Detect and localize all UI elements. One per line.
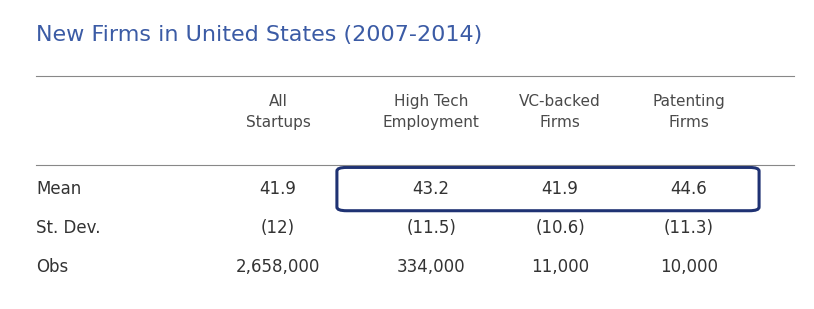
Text: Firms: Firms — [540, 116, 580, 130]
Text: Employment: Employment — [383, 116, 479, 130]
Text: Startups: Startups — [246, 116, 310, 130]
Text: Patenting: Patenting — [653, 94, 725, 109]
Text: High Tech: High Tech — [394, 94, 468, 109]
Text: 44.6: 44.6 — [671, 180, 707, 198]
Text: 10,000: 10,000 — [660, 258, 718, 276]
Text: Mean: Mean — [37, 180, 81, 198]
Text: 41.9: 41.9 — [260, 180, 296, 198]
Text: (10.6): (10.6) — [535, 219, 585, 237]
Text: (12): (12) — [261, 219, 295, 237]
Text: 11,000: 11,000 — [531, 258, 589, 276]
Text: St. Dev.: St. Dev. — [37, 219, 101, 237]
Text: All: All — [269, 94, 287, 109]
Text: Firms: Firms — [668, 116, 710, 130]
Text: (11.5): (11.5) — [406, 219, 456, 237]
Text: Obs: Obs — [37, 258, 68, 276]
Text: New Firms in United States (2007-2014): New Firms in United States (2007-2014) — [37, 25, 483, 45]
Text: VC-backed: VC-backed — [519, 94, 601, 109]
Text: 334,000: 334,000 — [397, 258, 466, 276]
Text: 41.9: 41.9 — [541, 180, 579, 198]
Text: 2,658,000: 2,658,000 — [236, 258, 320, 276]
Text: 43.2: 43.2 — [413, 180, 449, 198]
Text: (11.3): (11.3) — [664, 219, 714, 237]
